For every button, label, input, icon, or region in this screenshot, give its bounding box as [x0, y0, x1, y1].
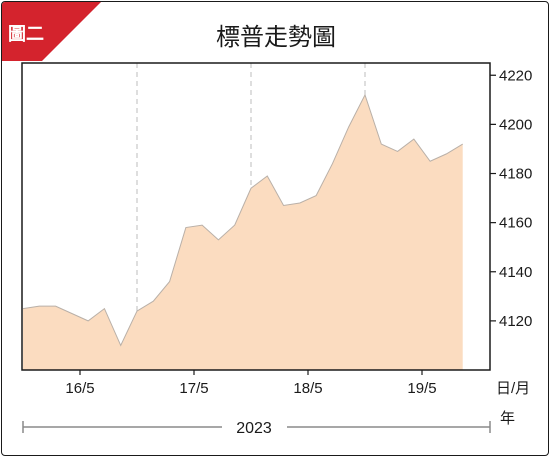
- year-label: 年: [500, 410, 515, 427]
- x-tick-label: 17/5: [179, 380, 208, 397]
- x-tick-label: 19/5: [407, 380, 436, 397]
- badge-label: 圖二: [8, 24, 44, 45]
- y-tick-label: 4160: [499, 215, 532, 232]
- x-tick-label: 16/5: [65, 380, 94, 397]
- y-tick-label: 4140: [499, 264, 532, 281]
- y-tick-label: 4220: [499, 67, 532, 84]
- series-area: [23, 94, 463, 370]
- y-tick-label: 4120: [499, 313, 532, 330]
- x-axis: 16/5 17/5 18/5 19/5: [65, 370, 437, 397]
- x-axis-label: 日/月: [496, 380, 530, 397]
- period-range-line: 2023: [22, 420, 491, 437]
- x-tick-label: 18/5: [293, 380, 322, 397]
- chart-badge: 圖二: [2, 2, 101, 61]
- period-label: 2023: [236, 420, 272, 437]
- plot-border: [21, 62, 491, 371]
- series-line: [22, 93, 463, 347]
- y-axis: 4120 4140 4160 4180 4200 4220: [490, 67, 532, 330]
- badge-shape: [2, 2, 101, 61]
- y-tick-label: 4180: [499, 166, 532, 183]
- y-tick-label: 4200: [499, 116, 532, 133]
- area-layer: [22, 93, 463, 370]
- chart-title: 標普走勢圖: [216, 23, 336, 51]
